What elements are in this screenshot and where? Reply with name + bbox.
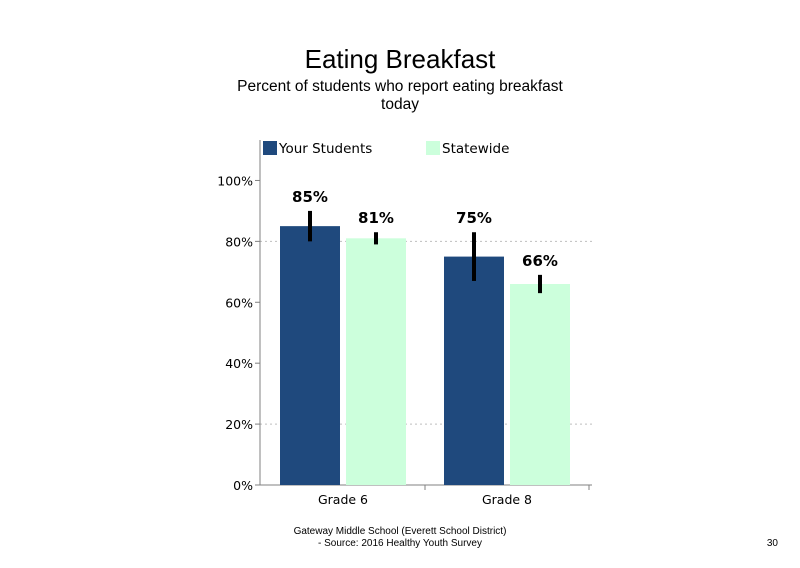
bar (346, 238, 406, 485)
footer-survey-source: - Source: 2016 Healthy Youth Survey (318, 538, 482, 549)
y-tick-label: 40% (225, 356, 253, 371)
chart-subtitle: Percent of students who report eating br… (237, 78, 563, 113)
y-tick-label: 20% (225, 417, 253, 432)
y-tick-label: 60% (225, 295, 253, 310)
footer-school: Gateway Middle School (Everett School Di… (293, 526, 507, 537)
data-label: 85% (292, 188, 328, 206)
y-tick-label: 0% (233, 478, 253, 493)
x-tick-label: Grade 6 (318, 492, 368, 507)
bar (444, 256, 504, 485)
page-number: 30 (766, 538, 778, 549)
data-label: 81% (358, 209, 394, 227)
legend-label: Statewide (442, 141, 509, 157)
data-label: 66% (522, 252, 558, 270)
bar (510, 284, 570, 485)
legend-swatch (426, 141, 440, 155)
data-label: 75% (456, 209, 492, 227)
footer-source: Gateway Middle School (Everett School Di… (250, 526, 550, 550)
legend-label: Your Students (278, 141, 372, 157)
y-tick-label: 80% (225, 234, 253, 249)
bar (280, 226, 340, 486)
y-tick-label: 100% (217, 173, 253, 188)
chart-title: Eating Breakfast (304, 44, 496, 74)
legend-swatch (263, 141, 277, 155)
x-tick-label: Grade 8 (482, 492, 532, 507)
